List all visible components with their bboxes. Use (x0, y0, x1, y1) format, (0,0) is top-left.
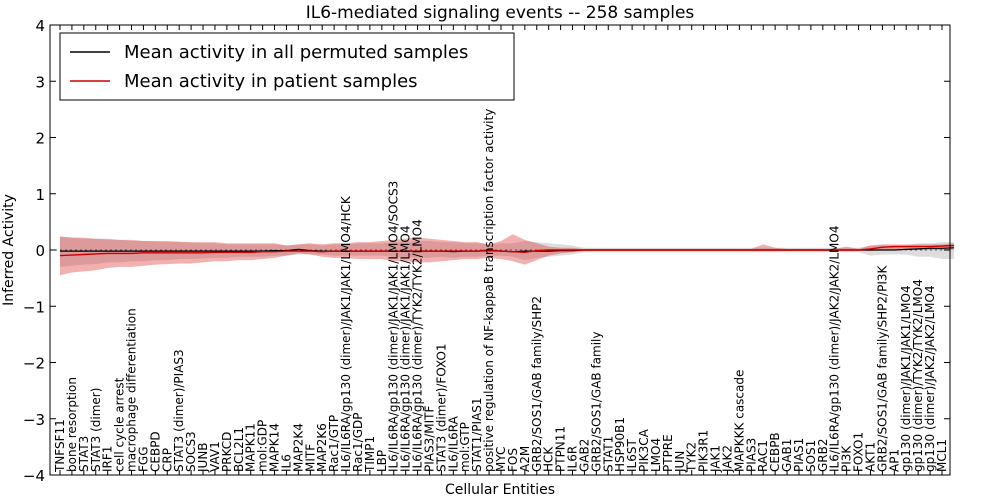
y-tick-label: 0 (35, 242, 45, 260)
x-tick-label: IL6/IL6RA/gp130 (dimer)/JAK1/JAK1/LMO4/H… (339, 195, 353, 472)
x-tick-label: TNFSF11 (53, 419, 67, 473)
x-tick-label: positive regulation of NF-kappaB transcr… (482, 109, 496, 472)
x-tick-label: IL6ST (625, 439, 639, 472)
x-tick-label: FOS (506, 448, 520, 472)
x-tick-label: IL6/IL6RA/gp130 (dimer)/JAK1/JAK1/LMO4/S… (387, 181, 401, 472)
x-tick-label: Rac1/GDP (351, 413, 365, 472)
x-tick-label: MAPK14 (268, 423, 282, 472)
x-tick-label: STAT3 (dimer)/PIAS3 (172, 349, 186, 472)
y-tick-label: 1 (35, 186, 45, 204)
x-tick-label: GRB2/SOS1/GAB family/SHP2/PI3K (875, 264, 889, 472)
x-tick-label: mol:GDP (256, 420, 270, 472)
x-tick-label: STAT3 (dimer) (89, 388, 103, 472)
x-tick-label: MYC (494, 447, 508, 472)
x-tick-label: JAK1 (709, 445, 723, 473)
y-tick-label: 2 (35, 130, 45, 148)
x-tick-label: AKT1 (864, 442, 878, 472)
x-tick-label: mol:GTP (458, 422, 472, 472)
x-tick-label: JAK2 (721, 445, 735, 473)
x-tick-label: STAT1 (601, 436, 615, 472)
x-tick-label: STAT3 (77, 436, 91, 472)
x-tick-label: IL6/IL6RA/gp130 (dimer)/JAK1/JAK1/LMO4 (399, 226, 413, 472)
x-tick-label: gp130 (dimer)/JAK2/JAK2/LMO4 (923, 285, 937, 472)
y-tick-label: −3 (23, 411, 45, 429)
y-tick-label: −2 (23, 355, 45, 373)
x-tick-label: RAC1 (756, 440, 770, 472)
x-tick-label: IL6 (280, 454, 294, 472)
legend-box (59, 32, 515, 101)
x-tick-label: MCL1 (935, 439, 949, 472)
x-tick-label: IRF1 (101, 446, 115, 472)
x-tick-label: IL6/IL6RA/gp130 (dimer)/TYK2/TYK2/LMO4 (411, 219, 425, 472)
x-tick-label: JUNB (196, 442, 210, 473)
y-tick-label: −4 (23, 467, 45, 485)
x-tick-label: CEBPD (148, 431, 162, 472)
x-tick-label: VAV1 (208, 441, 222, 472)
y-tick-label: 3 (35, 73, 45, 91)
x-tick-label: BCL2L1 (232, 427, 246, 472)
x-tick-label: PTPN11 (554, 426, 568, 472)
x-tick-label: A2M (518, 446, 532, 472)
x-tick-label: SOS1 (804, 440, 818, 472)
x-tick-label: PRKCD (220, 432, 234, 472)
x-tick-label: MAP2K6 (315, 423, 329, 472)
x-tick-label: CRP (160, 448, 174, 472)
legend: Mean activity in all permuted samples Mea… (59, 32, 515, 101)
x-tick-label: STAT3 (dimer)/FOXO1 (434, 343, 448, 472)
x-tick-label: PIAS1 (792, 438, 806, 472)
x-tick-label: GRB2/SOS1/GAB family/SHP2 (530, 296, 544, 472)
x-tick-label: AP1 (887, 449, 901, 472)
legend-label: Mean activity in patient samples (124, 71, 418, 92)
x-tick-label: GRB2/SOS1/GAB family (589, 332, 603, 473)
y-tick-label: 4 (35, 17, 45, 35)
x-tick-label: PIAS3 (744, 438, 758, 472)
x-tick-label: cell cycle arrest (113, 377, 127, 472)
x-tick-label: FOXO1 (852, 432, 866, 472)
x-tick-label: MAPK11 (244, 423, 258, 472)
x-tick-label: macrophage differentiation (125, 308, 139, 472)
x-tick-label: PIAS3/MITF (423, 405, 437, 472)
x-tick-label: CEBPB (768, 432, 782, 472)
chart-title: IL6-mediated signaling events -- 258 sam… (306, 3, 695, 23)
x-tick-label: MAP2K4 (291, 423, 305, 472)
x-tick-label: HSP90B1 (613, 417, 627, 472)
x-tick-label: HCK (542, 446, 556, 472)
x-tick-label: GAB1 (780, 439, 794, 472)
x-tick-label: TYK2 (685, 442, 699, 473)
series-lines (59, 244, 954, 257)
legend-label: Mean activity in all permuted samples (124, 42, 468, 63)
x-tick-label: LBP (375, 450, 389, 472)
x-tick-label: JUN (673, 451, 687, 473)
x-tick-label: GAB2 (577, 439, 591, 472)
band-series-1 (60, 234, 954, 276)
x-tick-label: PI3K (840, 445, 854, 472)
x-axis-label: Cellular Entities (445, 482, 555, 498)
x-tick-label: gp130 (dimer)/JAK1/JAK1/LMO4 (899, 285, 913, 472)
x-tick-label: LMO4 (649, 438, 663, 472)
x-tick-label: MITF (303, 444, 317, 472)
x-tick-label: GRB2 (816, 438, 830, 472)
x-tick-label: IL6R (566, 446, 580, 472)
x-tick-label: IL6/IL6RA (446, 415, 460, 472)
y-tick-label: −1 (23, 298, 45, 316)
series-line-1 (59, 244, 954, 257)
confidence-bands (60, 234, 954, 276)
x-tick-label: gp130 (dimer)/TYK2/TYK2/LMO4 (911, 279, 925, 472)
x-tick-label: STAT1/PIAS1 (470, 397, 484, 472)
y-axis: −4 −3 −2 −1 0 1 2 3 4 (23, 17, 950, 485)
x-tick-label: Rac1/GTP (327, 415, 341, 472)
x-tick-label: IL6/IL6RA/gp130 (dimer)/JAK2/JAK2/LMO4 (828, 226, 842, 472)
x-tick-label: PIK3CA (637, 428, 651, 472)
x-tick-label: PTPRE (661, 434, 675, 472)
x-tick-label: MAPKKK cascade (732, 370, 746, 472)
x-tick-label: SOCS3 (184, 431, 198, 472)
y-axis-label: Inferred Activity (1, 194, 17, 306)
x-tick-label: TIMP1 (363, 436, 377, 473)
x-tick-label: bone resorption (65, 377, 79, 472)
x-tick-label: FGG (136, 447, 150, 473)
x-tick-label: PIK3R1 (697, 430, 711, 472)
